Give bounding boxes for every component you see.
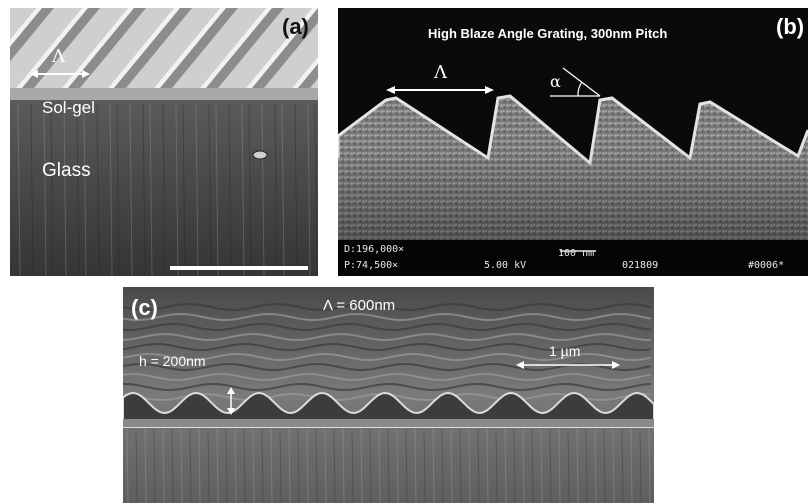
period-text: Λ = 600nm bbox=[323, 297, 396, 314]
panel-b-sem-image: High Blaze Angle Grating, 300nm Pitch (b… bbox=[338, 8, 808, 276]
scale-bar bbox=[170, 266, 308, 270]
panel-c-sem-image: (c) Λ = 600nm h = 200nm 1 µm bbox=[123, 287, 654, 503]
grating-cross-section bbox=[123, 391, 654, 428]
panel-b-label: (b) bbox=[776, 14, 805, 39]
panel-a-graphic bbox=[10, 8, 318, 276]
sinusoidal-grating-surface bbox=[123, 302, 652, 402]
image-id: 021809 bbox=[622, 260, 659, 271]
image-number: #0006* bbox=[748, 260, 785, 271]
panel-a-sem-image: (a) Λ Sol-gel Glass bbox=[10, 8, 318, 276]
glass-label: Glass bbox=[42, 160, 91, 181]
sem-info-bar bbox=[338, 240, 808, 276]
scale-text: 1 µm bbox=[549, 343, 581, 359]
magnification-d: D:196,000× bbox=[344, 244, 405, 255]
height-text: h = 200nm bbox=[139, 353, 206, 369]
panel-b-title: High Blaze Angle Grating, 300nm Pitch bbox=[428, 26, 668, 41]
period-symbol: Λ bbox=[434, 62, 447, 83]
panel-b-graphic bbox=[338, 8, 808, 276]
period-symbol: Λ bbox=[52, 46, 65, 67]
voltage: 5.00 kV bbox=[484, 260, 527, 271]
angle-symbol: α bbox=[550, 72, 561, 91]
sol-gel-label: Sol-gel bbox=[42, 98, 95, 117]
panel-c-graphic bbox=[123, 287, 654, 503]
grating-ridges bbox=[10, 8, 318, 100]
magnification-p: P:74,500× bbox=[344, 260, 399, 271]
panel-c-label: (c) bbox=[131, 295, 158, 320]
panel-a-label: (a) bbox=[282, 14, 309, 39]
scale-text: 100 nm bbox=[558, 248, 595, 259]
